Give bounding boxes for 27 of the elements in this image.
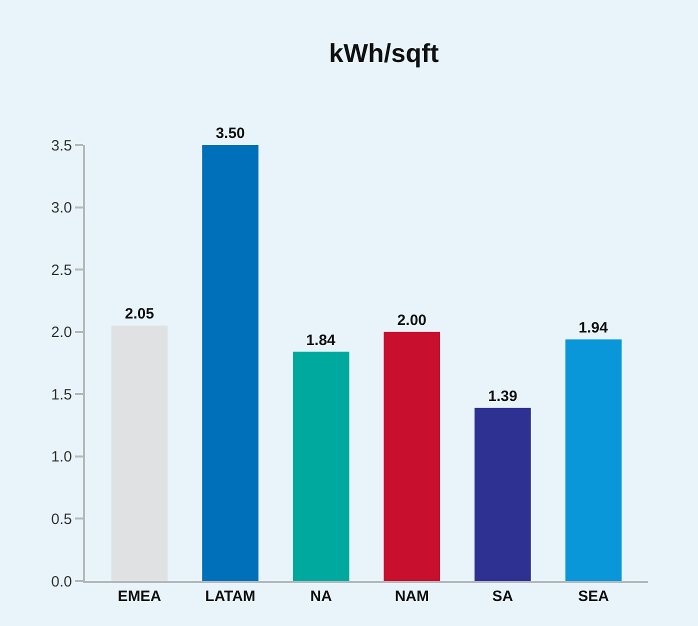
x-tick-label: NA [310,588,332,605]
y-tick-label: 1.0 [51,448,72,466]
data-label: 1.39 [488,388,518,405]
x-tick-label: EMEA [118,588,162,605]
bar [292,352,350,581]
x-tick-label: SEA [578,588,610,605]
y-tick-label: 0.0 [51,573,72,590]
chart-title: kWh/sqft [329,38,440,68]
y-tick-label: 1.5 [51,386,72,404]
data-label: 1.84 [306,332,336,349]
bar [474,408,531,581]
bar [111,326,168,581]
bar [384,332,440,581]
bar [565,339,622,581]
data-label: 2.05 [124,306,154,323]
y-tick-label: 2.5 [51,262,72,279]
y-tick-label: 3.5 [51,137,72,154]
y-tick-label: 0.5 [51,510,72,528]
y-tick-label: 2.0 [51,324,72,342]
data-label: 2.00 [397,312,426,329]
data-label: 3.50 [216,125,245,142]
data-label: 1.94 [578,319,608,336]
x-tick-label: NAM [394,588,429,605]
y-tick-label: 3.0 [51,200,72,217]
bar [202,145,258,581]
x-tick-label: SA [492,588,514,605]
x-tick-label: LATAM [205,588,256,605]
